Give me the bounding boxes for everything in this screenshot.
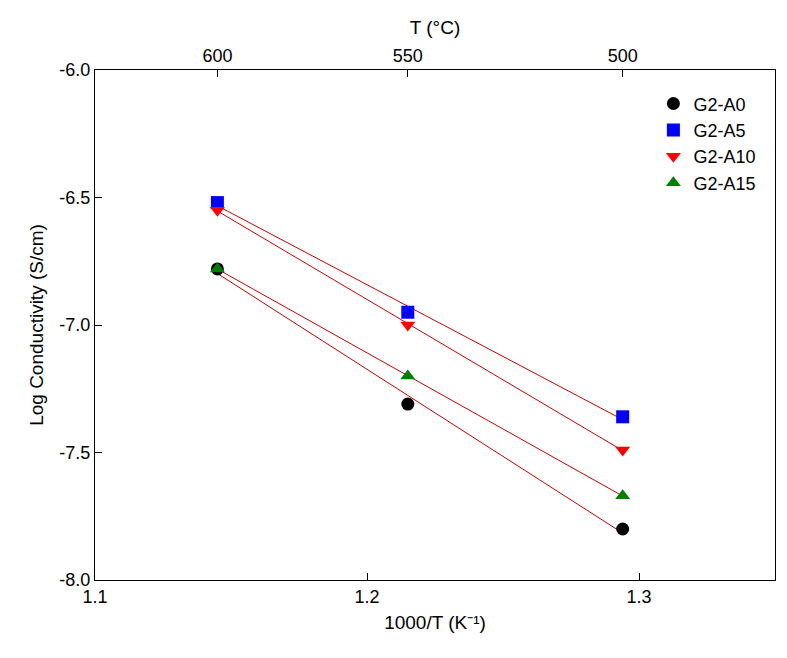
- svg-text:-7.5: -7.5: [59, 443, 90, 463]
- svg-text:G2-A10: G2-A10: [693, 147, 755, 167]
- svg-text:G2-A0: G2-A0: [693, 95, 745, 115]
- svg-text:-6.0: -6.0: [59, 60, 90, 80]
- svg-text:Log Conductivity (S/cm): Log Conductivity (S/cm): [26, 224, 47, 426]
- svg-text:-7.0: -7.0: [59, 315, 90, 335]
- svg-text:600: 600: [202, 46, 232, 66]
- svg-text:1.1: 1.1: [82, 587, 107, 607]
- svg-text:1000/T (K⁻¹): 1000/T (K⁻¹): [384, 612, 486, 633]
- svg-text:550: 550: [393, 46, 423, 66]
- svg-text:-8.0: -8.0: [59, 570, 90, 590]
- svg-text:1.2: 1.2: [354, 587, 379, 607]
- svg-text:500: 500: [608, 46, 638, 66]
- svg-text:-6.5: -6.5: [59, 188, 90, 208]
- svg-text:T (°C): T (°C): [410, 17, 461, 38]
- svg-text:1.3: 1.3: [626, 587, 651, 607]
- svg-text:G2-A5: G2-A5: [693, 121, 745, 141]
- svg-text:G2-A15: G2-A15: [693, 174, 755, 194]
